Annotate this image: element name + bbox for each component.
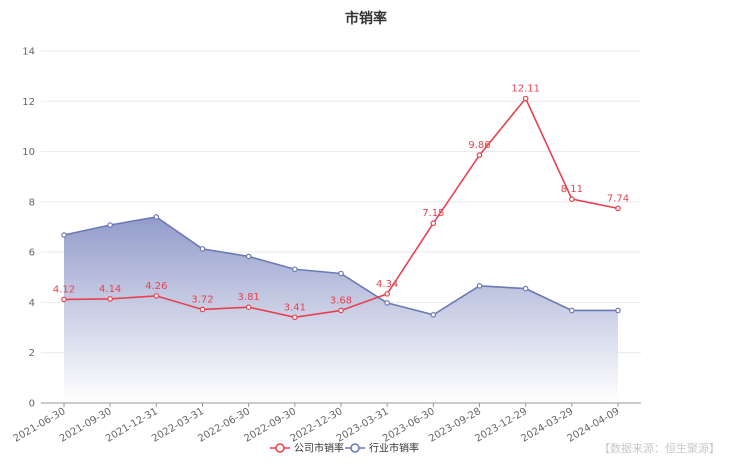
company-point (569, 196, 575, 202)
industry-point (384, 300, 390, 306)
legend-company-swatch-marker (275, 443, 285, 453)
y-tick-label: 12 (22, 97, 35, 108)
company-data-label: 9.86 (468, 140, 490, 151)
company-point (199, 306, 206, 313)
company-data-label: 4.12 (53, 284, 75, 295)
y-tick-label: 14 (22, 47, 35, 58)
company-point (292, 314, 298, 321)
industry-point (615, 307, 621, 314)
legend-company-label: 公司市销率 (294, 442, 344, 455)
industry-point (199, 246, 206, 252)
y-tick-label: 6 (29, 248, 35, 259)
company-data-label: 7.15 (422, 208, 444, 219)
industry-point (292, 266, 298, 273)
company-data-label: 3.81 (238, 292, 260, 303)
x-tick-label: 2024-04-09 (566, 406, 622, 445)
industry-point (430, 311, 437, 318)
company-point (615, 205, 621, 212)
legend-industry-label: 行业市销率 (369, 442, 419, 455)
company-data-label: 3.41 (284, 302, 306, 313)
company-data-label: 8.11 (561, 184, 583, 195)
industry-point (476, 283, 483, 289)
company-data-label: 4.14 (99, 284, 121, 295)
company-data-label: 3.72 (191, 294, 213, 305)
industry-point (245, 253, 252, 260)
industry-point (522, 285, 529, 292)
company-point (430, 220, 437, 227)
company-point (338, 307, 344, 314)
industry-point (569, 307, 575, 314)
company-point (245, 304, 252, 311)
y-tick-label: 0 (29, 399, 35, 410)
company-point (476, 152, 483, 158)
company-data-label: 12.11 (511, 84, 540, 95)
source-note: 【数据来源：恒生聚源】 (599, 442, 720, 455)
y-tick-label: 8 (29, 197, 35, 208)
industry-point (107, 222, 113, 228)
y-tick-label: 2 (29, 348, 35, 359)
industry-point (153, 214, 160, 220)
company-data-label: 4.34 (376, 279, 398, 290)
company-point (384, 291, 390, 297)
industry-point (338, 270, 344, 277)
company-data-label: 7.74 (607, 193, 629, 204)
company-point (61, 296, 67, 303)
industry-point (61, 232, 67, 238)
company-data-label: 3.68 (330, 295, 352, 306)
company-point (107, 296, 113, 302)
chart-title: 市销率 (345, 11, 387, 27)
company-data-label: 4.26 (145, 281, 167, 292)
y-tick-label: 4 (29, 298, 35, 309)
y-tick-label: 10 (22, 147, 35, 158)
company-point (522, 95, 529, 102)
legend-industry-swatch-marker (350, 443, 360, 453)
company-point (153, 293, 160, 299)
